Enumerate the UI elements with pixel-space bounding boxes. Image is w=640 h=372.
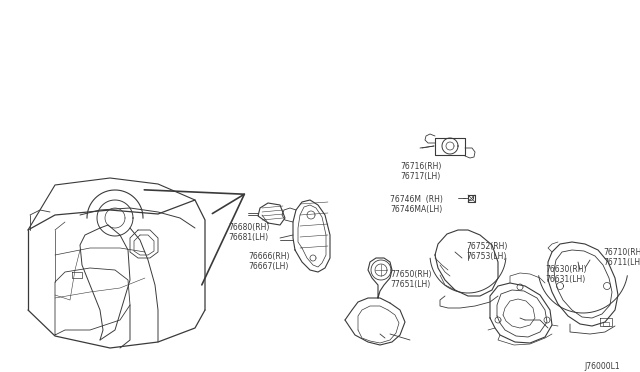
Text: 76630(RH)
76631(LH): 76630(RH) 76631(LH)	[545, 265, 586, 285]
Text: J76000L1: J76000L1	[584, 362, 620, 371]
Text: 77650(RH)
77651(LH): 77650(RH) 77651(LH)	[390, 270, 431, 289]
Text: 76752(RH)
76753(LH): 76752(RH) 76753(LH)	[466, 242, 508, 262]
Text: 76710(RH)
76711(LH): 76710(RH) 76711(LH)	[603, 248, 640, 267]
Text: 76666(RH)
76667(LH): 76666(RH) 76667(LH)	[248, 252, 289, 272]
Text: 76746M  (RH)
76746MA(LH): 76746M (RH) 76746MA(LH)	[390, 195, 443, 214]
Text: 76680(RH)
76681(LH): 76680(RH) 76681(LH)	[228, 223, 269, 243]
Text: 76716(RH)
76717(LH): 76716(RH) 76717(LH)	[400, 162, 442, 182]
